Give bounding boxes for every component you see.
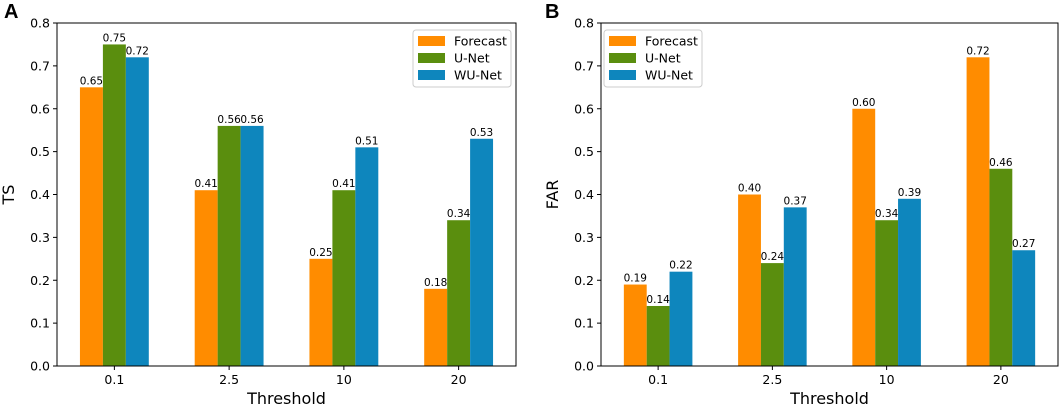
bar-value-label: 0.18 — [424, 277, 447, 289]
y-tick-label: 0.8 — [30, 16, 50, 31]
y-tick-label: 0.3 — [30, 230, 50, 245]
bar-value-label: 0.22 — [669, 260, 692, 272]
bar-value-label: 0.51 — [355, 135, 378, 147]
y-tick-label: 0.7 — [574, 58, 594, 73]
panel-b: B 0.19 0.40 0.60 0.72 0.14 0.24 0.34 0.46 0.22 0.3… — [543, 1, 1059, 408]
x-tick-label: 20 — [993, 372, 1009, 387]
bar-wu-net-2 — [898, 198, 921, 366]
bar-value-label: 0.37 — [784, 195, 807, 207]
y-tick-label: 0.4 — [574, 187, 594, 202]
legend-label: U-Net — [645, 51, 681, 66]
bar-forecast-3 — [966, 57, 990, 367]
y-tick-label: 0.8 — [574, 16, 594, 31]
legend-swatch — [418, 36, 445, 46]
x-tick-label: 0.1 — [104, 372, 124, 387]
y-tick-label: 0.0 — [30, 359, 50, 374]
y-tick-label: 0.5 — [574, 144, 594, 159]
bar-value-label: 0.60 — [852, 97, 875, 109]
bar-value-label: 0.34 — [447, 208, 471, 220]
panel-a: A 0.65 0.41 0.25 0.18 0.75 0.56 0.41 0.34 0.72 0.5… — [0, 1, 517, 408]
x-tick-label: 20 — [451, 372, 467, 387]
legend-label: Forecast — [645, 34, 698, 49]
bar-forecast-0 — [79, 87, 103, 366]
bar-u-net-0 — [102, 44, 126, 366]
y-tick-label: 0.5 — [30, 144, 50, 159]
bar-value-label: 0.46 — [989, 157, 1013, 169]
bar-u-net-1 — [217, 125, 241, 367]
legend: Forecast U-Net WU-Net — [412, 29, 512, 88]
bar-value-label: 0.72 — [966, 45, 989, 57]
y-tick-label: 0.3 — [574, 230, 594, 245]
bar-forecast-0 — [623, 284, 647, 366]
bar-value-label: 0.40 — [738, 183, 761, 195]
bar-forecast-2 — [309, 258, 333, 366]
bar-wu-net-0 — [669, 271, 693, 366]
y-tick-label: 0.2 — [574, 273, 594, 288]
y-tick-label: 0.4 — [30, 187, 50, 202]
y-tick-label: 0.6 — [574, 101, 594, 116]
bar-u-net-1 — [760, 263, 784, 366]
bar-wu-net-1 — [240, 125, 264, 367]
bar-value-label: 0.41 — [194, 178, 217, 190]
bar-value-label: 0.72 — [126, 45, 149, 57]
bar-forecast-3 — [424, 288, 448, 366]
bar-u-net-2 — [332, 190, 356, 366]
bar-value-label: 0.14 — [646, 294, 670, 306]
bar-forecast-1 — [738, 194, 761, 366]
y-tick-label: 0.2 — [30, 273, 50, 288]
bar-value-label: 0.19 — [624, 273, 647, 285]
y-axis-label: TS — [0, 185, 18, 206]
bar-value-label: 0.75 — [103, 32, 126, 44]
bar-u-net-3 — [447, 220, 471, 366]
x-tick-label: 10 — [879, 372, 895, 387]
legend-label: WU-Net — [645, 68, 693, 83]
bar-value-label: 0.27 — [1012, 238, 1035, 250]
legend-label: U-Net — [454, 51, 490, 66]
x-axis-label: Threshold — [789, 389, 869, 408]
bar-value-label: 0.25 — [309, 247, 332, 259]
x-tick-label: 2.5 — [762, 372, 782, 387]
legend: Forecast U-Net WU-Net — [603, 29, 703, 88]
bar-value-label: 0.24 — [761, 251, 785, 263]
legend-swatch — [609, 36, 636, 46]
x-tick-label: 10 — [336, 372, 352, 387]
bar-value-label: 0.56 — [240, 114, 264, 126]
bar-u-net-3 — [989, 168, 1013, 366]
legend-swatch — [609, 53, 636, 63]
y-tick-label: 0.6 — [30, 101, 50, 116]
bar-value-label: 0.39 — [898, 187, 921, 199]
y-axis-label: FAR — [543, 180, 562, 210]
bar-wu-net-2 — [355, 147, 379, 366]
bar-value-label: 0.56 — [217, 114, 241, 126]
y-tick-label: 0.0 — [574, 359, 594, 374]
legend-swatch — [418, 53, 445, 63]
bar-u-net-2 — [875, 220, 899, 366]
bar-value-label: 0.65 — [80, 75, 103, 87]
panel-letter: A — [4, 1, 18, 23]
legend-label: WU-Net — [454, 68, 502, 83]
bar-value-label: 0.53 — [470, 127, 493, 139]
panel-letter: B — [545, 1, 559, 23]
y-tick-label: 0.7 — [30, 58, 50, 73]
bar-wu-net-3 — [1012, 250, 1036, 366]
bar-value-label: 0.41 — [332, 178, 355, 190]
bar-forecast-1 — [194, 190, 218, 366]
bar-wu-net-0 — [125, 57, 149, 367]
legend-swatch — [418, 70, 445, 80]
bar-wu-net-1 — [783, 207, 807, 366]
bar-u-net-0 — [646, 305, 670, 366]
y-tick-label: 0.1 — [30, 316, 50, 331]
legend-label: Forecast — [454, 34, 507, 49]
legend-swatch — [609, 70, 636, 80]
bar-value-label: 0.34 — [875, 208, 899, 220]
x-axis-label: Threshold — [246, 389, 326, 408]
x-tick-label: 2.5 — [219, 372, 239, 387]
bar-forecast-2 — [852, 108, 876, 366]
bar-wu-net-3 — [470, 138, 494, 366]
y-tick-label: 0.1 — [574, 316, 594, 331]
x-tick-label: 0.1 — [648, 372, 668, 387]
